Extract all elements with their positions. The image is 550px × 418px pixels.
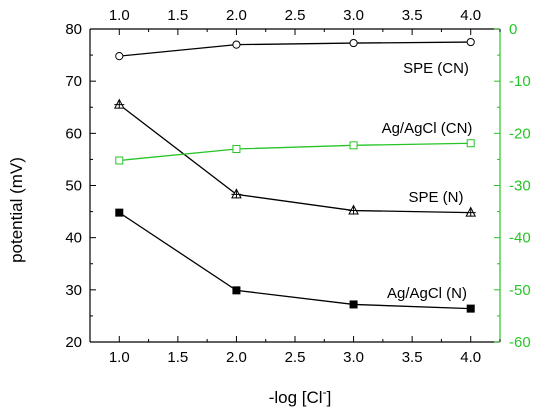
y-tick-label: 50 xyxy=(65,178,82,195)
data-point xyxy=(231,188,242,199)
y-tick-label: 30 xyxy=(65,282,82,299)
series-1 xyxy=(113,98,477,217)
data-series xyxy=(113,37,477,313)
data-point xyxy=(349,300,358,309)
series-3 xyxy=(115,139,475,165)
data-point xyxy=(348,204,359,215)
x-axis-title: -log [Cl-] xyxy=(269,385,332,407)
x-tick-label: 1.5 xyxy=(167,349,188,366)
series-label: SPE (CN) xyxy=(403,60,469,77)
x-top-tick-label: 1.0 xyxy=(109,7,130,24)
data-point xyxy=(232,144,241,153)
x-tick-label: 3.5 xyxy=(402,349,423,366)
series-label: Ag/AgCl (CN) xyxy=(382,120,473,137)
x-tick-label: 3.0 xyxy=(343,349,364,366)
x-axis-title-main: -log [Cl xyxy=(269,388,323,407)
data-point xyxy=(349,141,358,150)
y-tick-label: 40 xyxy=(65,230,82,247)
data-point xyxy=(232,40,241,49)
data-point xyxy=(466,139,475,148)
x-tick-label: 1.0 xyxy=(109,349,130,366)
y-axis-title: potential (mV) xyxy=(7,157,26,263)
y-tick-label: 60 xyxy=(65,125,82,142)
right-y-tick-label: 0 xyxy=(509,21,517,38)
data-point xyxy=(232,286,241,295)
right-y-tick-label: -50 xyxy=(509,282,531,299)
x-top-tick-label: 3.0 xyxy=(343,7,364,24)
right-y-tick-label: -40 xyxy=(509,230,531,247)
x-tick-label: 2.0 xyxy=(226,349,247,366)
x-tick-label: 4.0 xyxy=(460,349,481,366)
series-0 xyxy=(115,37,475,61)
data-point xyxy=(113,98,125,109)
x-top-tick-label: 2.0 xyxy=(226,7,247,24)
series-label: SPE (N) xyxy=(408,189,463,206)
data-point xyxy=(115,52,124,61)
x-axis-title-sup: - xyxy=(323,385,327,399)
y-tick-label: 70 xyxy=(65,73,82,90)
right-y-tick-label: -30 xyxy=(509,178,531,195)
right-y-tick-label: -10 xyxy=(509,73,531,90)
data-point xyxy=(349,38,358,48)
x-axis-title-close: ] xyxy=(327,388,332,407)
x-top-tick-label: 3.5 xyxy=(402,7,423,24)
series-line xyxy=(119,142,471,162)
axis-ticks: 1.0 1.5 2.0 2.5 3.0 3.5 4.0 1.0 1.5 2.0 2.5 3.0 3.5 4… xyxy=(65,7,530,366)
series-line xyxy=(119,41,471,57)
series-label: Ag/AgCl (N) xyxy=(387,285,467,302)
x-top-tick-label: 1.5 xyxy=(167,7,188,24)
y-tick-label: 80 xyxy=(65,21,82,38)
series-line xyxy=(118,104,471,214)
series-2 xyxy=(115,208,475,313)
x-top-tick-label: 2.5 xyxy=(285,7,306,24)
data-point xyxy=(115,208,124,217)
data-point xyxy=(466,304,475,313)
right-y-tick-label: -60 xyxy=(509,334,531,351)
y-tick-label: 20 xyxy=(65,334,82,351)
data-point xyxy=(465,206,477,217)
annotations: SPE (CN) Ag/AgCl (CN) SPE (N) Ag/AgCl (N) xyxy=(382,60,473,302)
x-top-tick-label: 4.0 xyxy=(460,7,481,24)
right-y-tick-label: -20 xyxy=(509,125,531,142)
data-point xyxy=(466,37,475,47)
data-point xyxy=(115,156,124,165)
series-line xyxy=(118,212,471,310)
x-tick-label: 2.5 xyxy=(285,349,306,366)
